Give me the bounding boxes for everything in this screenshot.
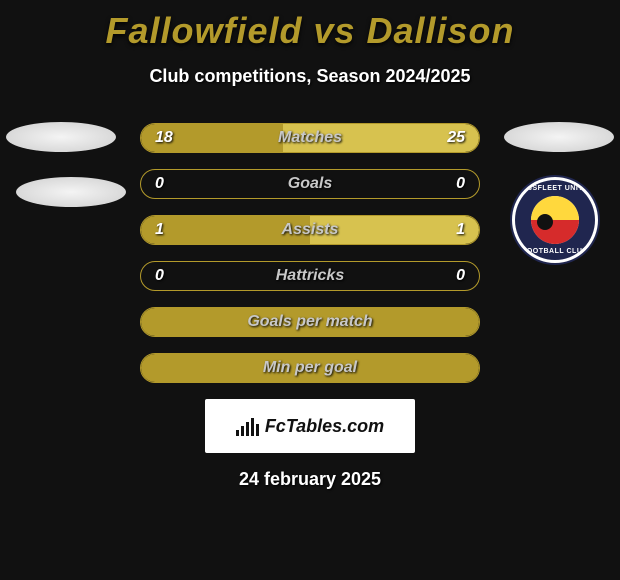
stat-value-left: 1 <box>155 221 164 239</box>
branding-box[interactable]: FcTables.com <box>205 399 415 453</box>
branding-bar <box>251 418 254 436</box>
branding-bar <box>241 426 244 436</box>
stat-value-left: 0 <box>155 175 164 193</box>
stat-row-goals-per-match: Goals per match <box>140 307 480 337</box>
stat-row-assists: 1 1 Assists <box>140 215 480 245</box>
stat-value-left: 0 <box>155 267 164 285</box>
stat-label: Goals <box>288 175 332 193</box>
branding-bar <box>246 422 249 436</box>
stat-row-goals: 0 0 Goals <box>140 169 480 199</box>
stat-value-right: 25 <box>447 129 465 147</box>
branding-bar <box>236 430 239 436</box>
branding-text: FcTables.com <box>265 416 384 437</box>
footer-date: 24 february 2025 <box>0 469 620 490</box>
stat-label: Min per goal <box>263 359 357 377</box>
stat-row-min-per-goal: Min per goal <box>140 353 480 383</box>
stat-label: Assists <box>282 221 339 239</box>
page-subtitle: Club competitions, Season 2024/2025 <box>0 66 620 87</box>
stat-value-right: 1 <box>456 221 465 239</box>
page-title: Fallowfield vs Dallison <box>0 0 620 52</box>
branding-bars-icon <box>236 416 259 436</box>
stats-bars-area: 18 25 Matches 0 0 Goals 1 1 Assists 0 0 Hattricks Go… <box>0 123 620 383</box>
stat-label: Hattricks <box>276 267 344 285</box>
stat-value-right: 0 <box>456 175 465 193</box>
stat-value-right: 0 <box>456 267 465 285</box>
stat-label: Matches <box>278 129 342 147</box>
stat-row-matches: 18 25 Matches <box>140 123 480 153</box>
stat-value-left: 18 <box>155 129 173 147</box>
branding-bar <box>256 424 259 436</box>
stat-row-hattricks: 0 0 Hattricks <box>140 261 480 291</box>
stat-label: Goals per match <box>247 313 372 331</box>
